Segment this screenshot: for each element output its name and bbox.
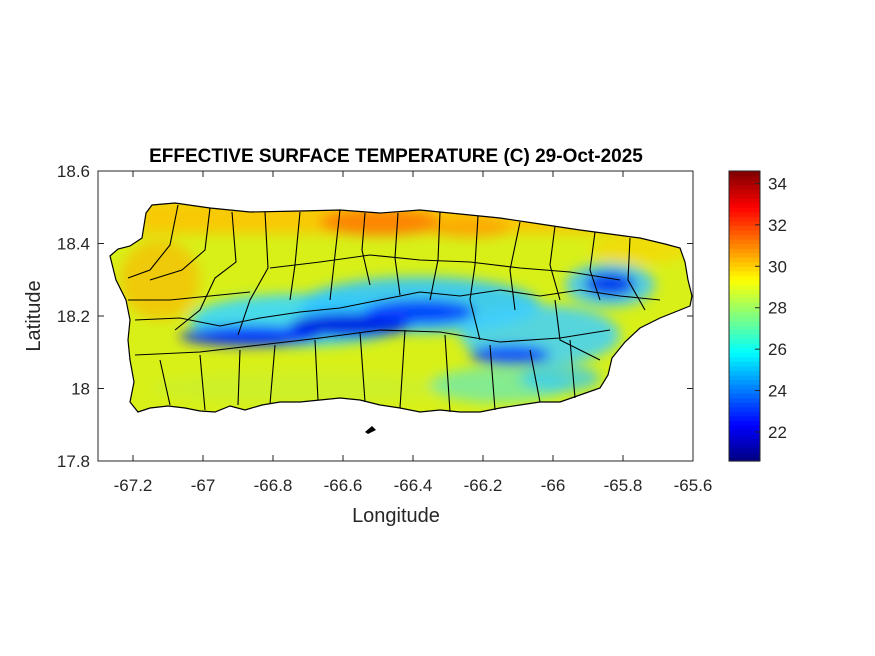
colorbar-segment <box>729 415 760 421</box>
colorbar-segment <box>729 447 760 453</box>
colorbar-segment <box>729 180 760 186</box>
colorbar-segment <box>729 234 760 240</box>
colorbar-segment <box>729 379 760 385</box>
y-tick-label: 17.8 <box>57 452 90 471</box>
x-axis-label: Longitude <box>352 505 440 527</box>
colorbar-segment <box>729 284 760 290</box>
colorbar-segment <box>729 311 760 317</box>
colorbar-segment <box>729 302 760 308</box>
colorbar-segment <box>729 238 760 245</box>
colorbar-segment <box>729 338 760 344</box>
colorbar-segment <box>729 374 760 381</box>
colorbar-segment <box>729 388 760 394</box>
colorbar-tick-label: 32 <box>768 216 787 235</box>
colorbar-segment <box>729 229 760 236</box>
colorbar-segment <box>729 220 760 226</box>
colorbar-segment <box>729 442 760 449</box>
y-tick-label: 18.4 <box>57 235 90 254</box>
colorbar-segment <box>729 189 760 195</box>
colorbar-tick-label: 24 <box>768 382 787 401</box>
colorbar-segment <box>729 402 760 408</box>
colorbar-tick-label: 28 <box>768 299 787 318</box>
x-tick-label: -65.8 <box>604 476 643 495</box>
colorbar-segment <box>729 293 760 299</box>
colorbar: 22 24 26 28 30 32 34 <box>728 170 787 462</box>
colorbar-segment <box>729 279 760 285</box>
colorbar-segment <box>729 270 760 276</box>
colorbar-segment <box>729 352 760 358</box>
colorbar-segment <box>729 451 760 458</box>
chart-title: EFFECTIVE SURFACE TEMPERATURE (C) 29-Oct… <box>149 146 643 167</box>
colorbar-segment <box>729 438 760 444</box>
y-tick-label: 18 <box>71 380 90 399</box>
colorbar-segment <box>729 248 760 254</box>
colorbar-segment <box>729 225 760 231</box>
colorbar-segment <box>729 347 760 353</box>
colorbar-segment <box>729 252 760 258</box>
x-tick-label: -66.6 <box>324 476 363 495</box>
colorbar-segment <box>729 275 760 281</box>
x-tick-label: -65.6 <box>674 476 713 495</box>
x-tick-label: -66 <box>541 476 566 495</box>
colorbar-segment <box>729 171 760 177</box>
islet <box>365 426 376 434</box>
colorbar-tick-label: 34 <box>768 174 787 193</box>
colorbar-segment <box>729 288 760 294</box>
colorbar-segment <box>729 420 760 426</box>
colorbar-segment <box>729 406 760 412</box>
colorbar-segment <box>729 383 760 390</box>
colorbar-segment <box>729 216 760 222</box>
colorbar-segment <box>729 316 760 322</box>
colorbar-segment <box>729 334 760 340</box>
colorbar-segment <box>729 243 760 249</box>
y-axis-label: Latitude <box>23 280 45 351</box>
colorbar-segment <box>729 456 760 462</box>
colorbar-segment <box>729 257 760 263</box>
colorbar-tick-label: 22 <box>768 423 787 442</box>
colorbar-segment <box>729 424 760 430</box>
municipality-boundaries <box>127 204 661 413</box>
colorbar-tick-label: 30 <box>768 257 787 276</box>
colorbar-segment <box>729 297 760 304</box>
colorbar-segment <box>729 393 760 399</box>
colorbar-segment <box>729 184 760 190</box>
colorbar-segment <box>729 175 760 181</box>
colorbar-segment <box>729 433 760 439</box>
colorbar-segment <box>729 429 760 435</box>
colorbar-segment <box>729 397 760 403</box>
colorbar-segment <box>729 343 760 349</box>
colorbar-segment <box>729 211 760 217</box>
colorbar-segment <box>729 202 760 208</box>
colorbar-segment <box>729 411 760 417</box>
colorbar-segment <box>729 193 760 199</box>
x-tick-label: -67 <box>191 476 216 495</box>
colorbar-segment <box>729 306 760 313</box>
colorbar-segment <box>729 207 760 213</box>
colorbar-segment <box>729 320 760 326</box>
x-axis: -67.2 -67 -66.8 -66.6 -66.4 -66.2 -66 -65.8 -65.… <box>114 171 713 495</box>
colorbar-segment <box>729 266 760 272</box>
colorbar-segment <box>729 356 760 362</box>
colorbar-segment <box>729 361 760 367</box>
x-tick-label: -67.2 <box>114 476 153 495</box>
y-tick-label: 18.6 <box>57 162 90 181</box>
x-tick-label: -66.4 <box>394 476 433 495</box>
x-tick-label: -66.2 <box>464 476 503 495</box>
colorbar-segment <box>729 261 760 267</box>
colorbar-tick-label: 26 <box>768 340 787 359</box>
colorbar-segment <box>729 198 760 204</box>
x-tick-label: -66.8 <box>254 476 293 495</box>
colorbar-segment <box>729 325 760 331</box>
colorbar-segment <box>729 365 760 371</box>
y-tick-label: 18.2 <box>57 307 90 326</box>
y-axis: 17.8 18 18.2 18.4 18.6 <box>57 162 693 471</box>
colorbar-segment <box>729 329 760 335</box>
colorbar-segment <box>729 370 760 376</box>
